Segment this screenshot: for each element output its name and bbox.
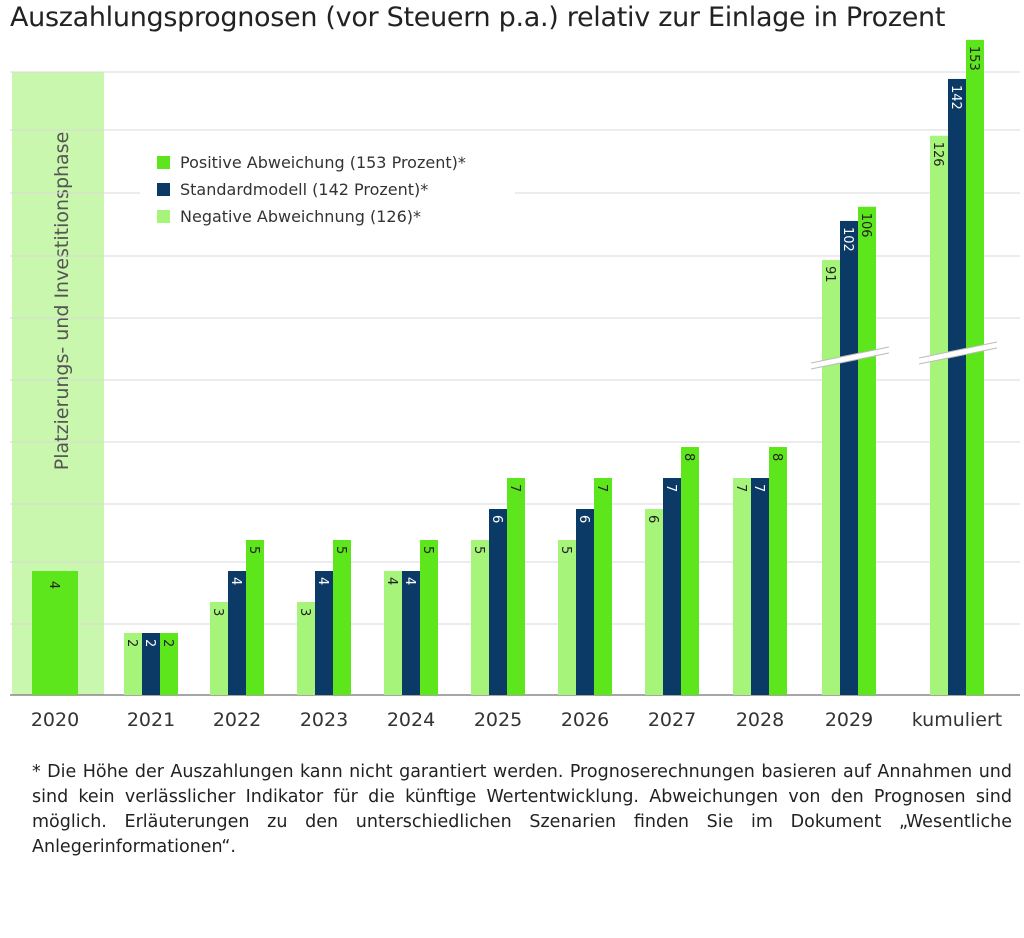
bar-2024-3 [420,540,438,695]
phase-label: Platzierungs- und Investitionsphase [51,132,73,471]
bar-chart: Platzierungs- und Investitionsphase 42 2 2… [10,39,1020,731]
value-label: 153 [966,46,981,71]
value-label: 6 [645,515,660,523]
bar-2025-2 [489,509,507,695]
bar-2022-2 [228,571,246,695]
value-label: 6 [576,515,591,523]
legend-background [140,140,515,235]
value-label: 7 [751,484,766,492]
bar-2025-1 [471,540,489,695]
value-label: 106 [858,213,873,238]
x-tick-label: 2022 [213,709,261,731]
bar-2021-2 [142,633,160,695]
bar-2022-3 [246,540,264,695]
bar-2029-1 [822,260,840,695]
bar-2024-2 [402,571,420,695]
value-label: 4 [46,581,61,589]
bar-kumuliert-3 [966,39,984,695]
bar-2023-3 [333,540,351,695]
x-tick-label: 2025 [474,709,522,731]
value-label: 6 [489,515,504,523]
value-label: 4 [384,577,399,585]
bar-2026-2 [576,509,594,695]
value-label: 2 [142,639,157,647]
value-label: 7 [733,484,748,492]
bar-2024-1 [384,571,402,695]
value-label: 5 [558,546,573,554]
value-label: 5 [333,546,348,554]
x-tick-label: kumuliert [912,709,1003,731]
x-tick-label: 2029 [825,709,873,731]
value-label: 102 [840,227,855,252]
bar-2029-3 [858,206,876,695]
bar-2022-1 [210,602,228,695]
bar-2021-1 [124,633,142,695]
value-label: 3 [210,608,225,616]
footnote: * Die Höhe der Auszahlungen kann nicht g… [32,762,1012,857]
x-tick-label: 2028 [736,709,784,731]
value-label: 4 [402,577,417,585]
chart-title: Auszahlungsprognosen (vor Steuern p.a.) … [10,2,946,33]
value-label: 4 [228,577,243,585]
value-label: 91 [822,266,837,283]
bar-2021-3 [160,633,178,695]
bar-2027-1 [645,509,663,695]
value-label: 4 [315,577,330,585]
value-label: 2 [160,639,175,647]
x-tick-label: 2023 [300,709,348,731]
legend-swatch [157,156,170,169]
bar-2027-2 [663,478,681,695]
bar-2023-2 [315,571,333,695]
bar-2028-2 [751,478,769,695]
bar-2026-1 [558,540,576,695]
legend-swatch [157,210,170,223]
value-label: 5 [471,546,486,554]
value-label: 8 [769,453,784,461]
x-tick-label: 2020 [31,709,79,731]
bar-2029-2 [840,220,858,695]
bar-2025-3 [507,478,525,695]
x-tick-label: 2024 [387,709,435,731]
legend-label: Standardmodell (142 Prozent)* [180,180,428,199]
bar-2023-1 [297,602,315,695]
value-label: 126 [930,142,945,167]
value-label: 5 [420,546,435,554]
bar-kumuliert-1 [930,135,948,695]
value-label: 7 [594,484,609,492]
legend-label: Negative Abweichnung (126)* [180,207,421,226]
value-label: 142 [948,85,963,110]
bar-2028-1 [733,478,751,695]
x-tick-label: 2026 [561,709,609,731]
value-label: 7 [507,484,522,492]
axis-break [918,341,998,365]
legend-item: Negative Abweichnung (126)* [157,207,421,226]
value-label: 3 [297,608,312,616]
legend-label: Positive Abweichung (153 Prozent)* [180,153,466,172]
x-tick-label: 2027 [648,709,696,731]
axis-break [810,346,890,370]
x-tick-label: 2021 [127,709,175,731]
legend-item: Positive Abweichung (153 Prozent)* [157,153,466,172]
legend-item: Standardmodell (142 Prozent)* [157,180,428,199]
bar-2027-3 [681,447,699,695]
value-label: 8 [681,453,696,461]
bar-2020 [32,571,78,695]
bar-2028-3 [769,447,787,695]
legend-swatch [157,183,170,196]
bar-2026-3 [594,478,612,695]
bar-kumuliert-2 [948,78,966,695]
value-label: 7 [663,484,678,492]
value-label: 2 [124,639,139,647]
value-label: 5 [246,546,261,554]
